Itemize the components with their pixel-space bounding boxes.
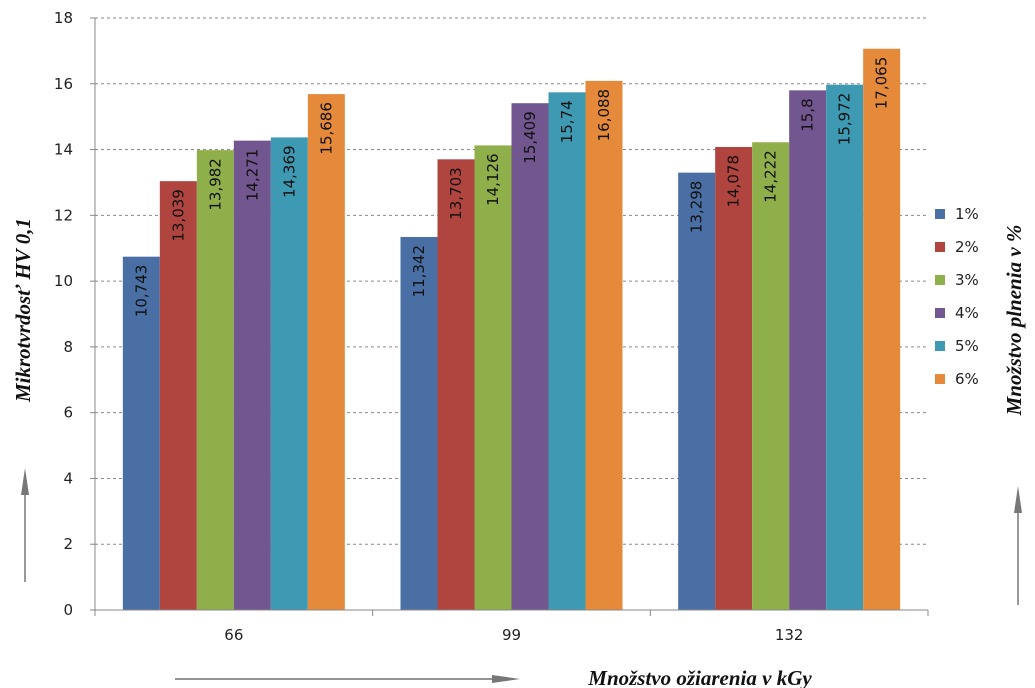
bar-66-1% — [122, 256, 160, 610]
data-label: 14,126 — [484, 153, 502, 206]
bar-66-2% — [159, 181, 197, 610]
legend-swatch — [935, 374, 945, 384]
bar-132-5% — [826, 84, 864, 610]
bar-99-2% — [437, 159, 475, 611]
legend-swatch — [935, 242, 945, 252]
bar-132-3% — [752, 142, 790, 611]
bar-99-6% — [585, 80, 623, 611]
y-tick-label: 16 — [54, 75, 73, 93]
y-tick-label: 4 — [63, 469, 73, 487]
data-label: 15,409 — [521, 111, 539, 164]
data-label: 13,982 — [206, 158, 224, 211]
data-label: 13,298 — [688, 181, 706, 234]
bar-99-3% — [474, 145, 512, 610]
x-tick-label: 132 — [775, 626, 804, 644]
data-label: 15,74 — [558, 100, 576, 143]
data-label: 14,369 — [280, 145, 298, 198]
x-axis-title: Množstvo ožiarenia v kGy — [587, 666, 812, 688]
legend-swatch — [935, 341, 945, 351]
data-label: 17,065 — [873, 57, 891, 110]
x-tick-labels: 66 99 132 — [94, 610, 929, 644]
bar-66-4% — [233, 140, 271, 610]
data-label: 15,8 — [799, 98, 817, 131]
bars — [122, 48, 901, 611]
y-axis-arrow-icon — [21, 468, 29, 582]
data-label: 14,222 — [762, 150, 780, 203]
legend-swatch — [935, 209, 945, 219]
y-tick-label: 18 — [54, 9, 73, 27]
y-tick-label: 10 — [54, 272, 73, 290]
data-label: 11,342 — [410, 245, 428, 298]
data-label: 15,972 — [836, 93, 854, 146]
bar-99-4% — [511, 103, 549, 610]
y-tick-label: 6 — [63, 404, 73, 422]
y-tick-label: 8 — [63, 338, 73, 356]
data-label: 16,088 — [595, 89, 613, 141]
legend-label: 6% — [955, 370, 979, 388]
bar-132-6% — [863, 48, 901, 611]
data-label: 13,703 — [447, 167, 465, 220]
legend-swatch — [935, 308, 945, 318]
data-label: 15,686 — [317, 102, 335, 155]
bar-66-3% — [196, 150, 234, 610]
y-tick-label: 12 — [54, 206, 73, 224]
data-label: 13,039 — [169, 189, 187, 242]
data-labels: 10,743 13,039 13,982 14,271 14,369 15,686 11,3… — [132, 57, 890, 317]
legend-label: 4% — [955, 304, 979, 322]
axes — [94, 18, 928, 611]
x-tick-label: 66 — [224, 626, 243, 644]
data-label: 10,743 — [132, 265, 150, 318]
legend-title: Množstvo plnenia v % — [1002, 225, 1026, 417]
y-tick-labels: 0 2 4 6 8 10 12 14 16 18 — [54, 9, 95, 619]
bar-66-5% — [270, 137, 308, 610]
bar-132-1% — [678, 172, 716, 610]
y-tick-label: 14 — [54, 141, 73, 159]
legend-swatch — [935, 275, 945, 285]
x-axis-arrow-icon — [175, 675, 520, 683]
data-label: 14,271 — [243, 149, 261, 202]
legend-label: 3% — [955, 271, 979, 289]
x-tick-label: 99 — [502, 626, 521, 644]
legend-label: 2% — [955, 238, 979, 256]
y-tick-label: 2 — [63, 535, 73, 553]
legend: 1% 2% 3% 4% 5% 6% — [935, 205, 979, 388]
bar-99-1% — [400, 236, 438, 610]
bar-99-5% — [548, 92, 586, 611]
bar-66-6% — [307, 94, 345, 611]
legend-label: 1% — [955, 205, 979, 223]
y-tick-label: 0 — [63, 601, 73, 619]
legend-arrow-icon — [1014, 486, 1022, 605]
bar-132-2% — [715, 146, 753, 610]
bar-132-4% — [789, 90, 827, 611]
legend-label: 5% — [955, 337, 979, 355]
data-label: 14,078 — [725, 155, 743, 208]
y-axis-title: Mikrotvrdosť HV 0,1 — [11, 218, 35, 403]
